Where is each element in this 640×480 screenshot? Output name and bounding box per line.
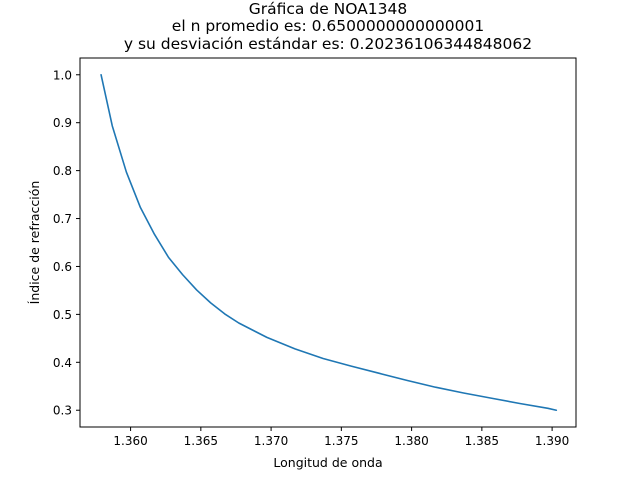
- y-tick-label: 0.4: [53, 356, 72, 370]
- chart-title: Gráfica de NOA1348 el n promedio es: 0.6…: [124, 0, 532, 53]
- x-tick-label: 1.365: [184, 434, 218, 448]
- y-tick-label: 1.0: [53, 68, 72, 82]
- x-tick-label: 1.385: [465, 434, 499, 448]
- x-axis-label: Longitud de onda: [273, 455, 382, 470]
- x-tick-label: 1.360: [113, 434, 147, 448]
- plot-area-frame: [79, 57, 577, 428]
- chart-title-line-3: y su desviación estándar es: 0.202361063…: [124, 35, 532, 53]
- y-tick-label: 0.9: [53, 116, 72, 130]
- series-line: [100, 73, 558, 412]
- y-tick-label: 0.5: [53, 308, 72, 322]
- chart-title-line-1: Gráfica de NOA1348: [249, 0, 407, 18]
- y-tick-label: 0.3: [53, 404, 72, 418]
- y-axis-label: Índice de refracción: [27, 181, 42, 305]
- plot-series: [100, 73, 558, 412]
- y-tick-label: 0.6: [53, 260, 72, 274]
- x-axis: 1.360 1.365 1.370 1.375 1.380 1.385 1.390: [113, 427, 569, 448]
- x-tick-label: 1.390: [535, 434, 569, 448]
- y-tick-label: 0.7: [53, 212, 72, 226]
- x-tick-label: 1.380: [394, 434, 428, 448]
- chart-title-line-2: el n promedio es: 0.6500000000000001: [172, 17, 484, 35]
- y-axis: 0.3 0.4 0.5 0.6 0.7 0.8 0.9 1.0: [53, 68, 80, 418]
- x-tick-label: 1.370: [254, 434, 288, 448]
- y-tick-label: 0.8: [53, 164, 72, 178]
- x-tick-label: 1.375: [324, 434, 358, 448]
